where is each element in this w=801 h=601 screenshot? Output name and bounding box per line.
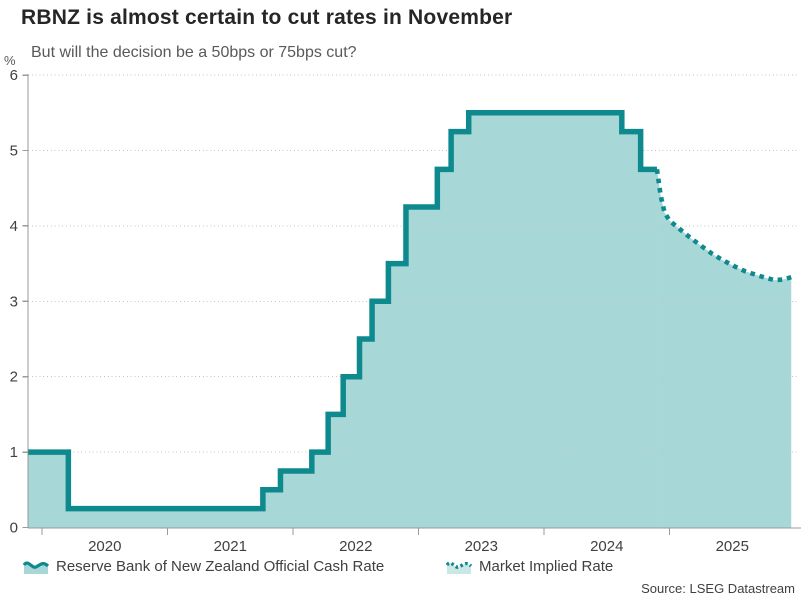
- y-tick-label: 6: [10, 67, 18, 84]
- x-tick-label: 2024: [590, 538, 623, 555]
- legend-label-ocr: Reserve Bank of New Zealand Official Cas…: [56, 558, 385, 575]
- x-tick-label: 2023: [465, 538, 498, 555]
- y-tick-label: 5: [10, 143, 18, 160]
- chart-title: RBNZ is almost certain to cut rates in N…: [21, 6, 513, 29]
- legend-item-implied: Market Implied Rate: [446, 558, 613, 575]
- implied-area-fill: [656, 169, 792, 528]
- y-axis-unit-label: %: [4, 53, 16, 68]
- y-tick-label: 1: [10, 444, 18, 461]
- y-tick-label: 2: [10, 369, 18, 386]
- legend-item-ocr: Reserve Bank of New Zealand Official Cas…: [23, 558, 384, 575]
- x-tick-label: 2025: [716, 538, 749, 555]
- x-tick-label: 2021: [214, 538, 247, 555]
- chart-subtitle: But will the decision be a 50bps or 75bp…: [31, 44, 357, 61]
- dotted-series-icon: [446, 560, 472, 574]
- source-credit: Source: LSEG Datastream: [641, 581, 795, 596]
- legend-label-implied: Market Implied Rate: [479, 558, 614, 575]
- x-tick-label: 2020: [88, 538, 121, 555]
- ocr-step-line: [28, 110, 657, 512]
- area-series-icon: [23, 561, 49, 574]
- y-tick-label: 3: [10, 293, 18, 310]
- x-tick-label: 2022: [339, 538, 372, 555]
- y-tick-label: 4: [10, 218, 18, 235]
- y-tick-label: 0: [10, 520, 18, 537]
- implied-dotted-line: [654, 169, 792, 283]
- ocr-area-fill: [28, 112, 657, 528]
